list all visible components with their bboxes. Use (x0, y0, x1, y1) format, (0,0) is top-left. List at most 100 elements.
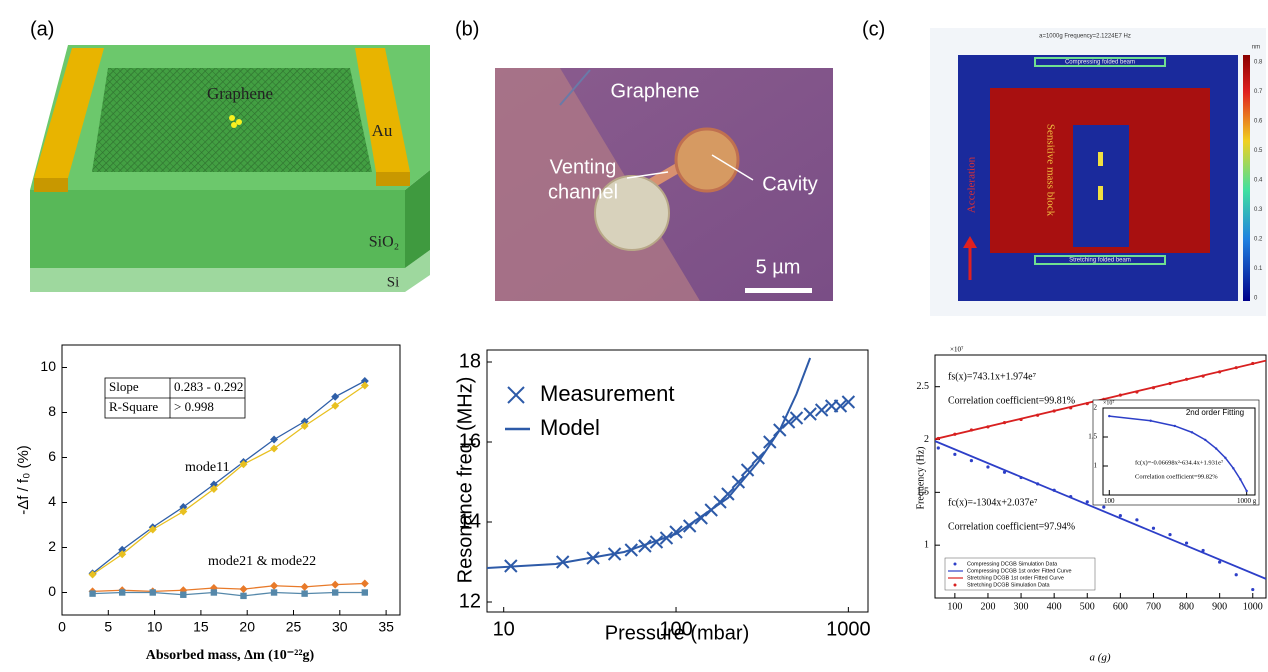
table-cell: Slope (109, 379, 139, 394)
marker (1245, 490, 1247, 492)
marker (986, 425, 989, 428)
x-tick-label: 30 (332, 618, 348, 634)
x-axis-label: a (g) (1089, 652, 1110, 664)
marker (1149, 420, 1151, 422)
label: Graphene (207, 84, 273, 103)
x-tick-label: 300 (1014, 601, 1029, 612)
legend-swatch (508, 387, 524, 403)
y-tick-label: 12 (459, 590, 481, 612)
label: Cavity (762, 173, 818, 195)
colorbar-label: 0.8 (1254, 60, 1263, 66)
x-axis-label: Pressure (mbar) (605, 622, 749, 644)
marker (240, 585, 248, 593)
marker (1152, 386, 1155, 389)
marker (970, 428, 973, 431)
x-tick-label: 200 (980, 601, 995, 612)
marker (804, 408, 816, 420)
panel-label: (b) (455, 18, 479, 40)
annotation: mode11 (185, 460, 230, 475)
marker (1174, 425, 1176, 427)
marker (1224, 457, 1226, 459)
colorbar-label: 0.5 (1254, 148, 1263, 154)
y-tick-label: 2 (1094, 404, 1098, 412)
device-illustration (30, 45, 430, 292)
x-tick-label: 35 (378, 618, 394, 634)
axis-multiplier: ×10⁷ (950, 346, 964, 354)
label: SiO₂ (369, 234, 399, 251)
label: Compressing folded beam (1065, 60, 1135, 66)
page: (a) (b) (c) Graphene Au SiO₂ Si Graphene… (0, 0, 1268, 672)
marker (1086, 500, 1089, 503)
y-tick-label: 1 (924, 539, 929, 550)
colorbar-label: 0.2 (1254, 237, 1263, 243)
figure: (a) (b) (c) Graphene Au SiO₂ Si Graphene… (0, 0, 1268, 667)
x-tick-label: 0 (58, 618, 66, 634)
colorbar-label: 0.3 (1254, 207, 1263, 213)
marker (331, 402, 339, 410)
marker (1152, 527, 1155, 530)
x-tick-label: 100 (947, 601, 962, 612)
x-tick-label: 5 (104, 618, 112, 634)
y-tick-label: 2.5 (917, 381, 930, 392)
annotation: Correlation coefficient=97.94% (948, 521, 1075, 532)
marker (240, 593, 246, 599)
marker (180, 592, 186, 598)
marker (361, 580, 369, 588)
x-tick-label: 25 (286, 618, 302, 634)
x-tick-label: 1000 (1243, 601, 1263, 612)
marker (1102, 506, 1105, 509)
marker (1191, 431, 1193, 433)
marker (1168, 382, 1171, 385)
marker (301, 590, 307, 596)
marker (1069, 406, 1072, 409)
x-tick-label: 1000 (826, 618, 871, 640)
y-tick-label: 6 (48, 448, 56, 464)
label: Si (387, 274, 400, 290)
legend-swatch (954, 563, 957, 566)
marker (1235, 366, 1238, 369)
x-tick-label: 400 (1047, 601, 1062, 612)
marker (1185, 378, 1188, 381)
legend-label: Measurement (540, 381, 675, 406)
marker (937, 446, 940, 449)
series-line (93, 593, 365, 596)
marker (970, 459, 973, 462)
label: Au (372, 121, 393, 140)
marker (331, 581, 339, 589)
annotation: mode21 & mode22 (208, 554, 316, 569)
marker (1108, 415, 1110, 417)
y-axis-label: Frequency (Hz) (915, 446, 926, 509)
marker (1019, 418, 1022, 421)
simulation-image (930, 28, 1266, 316)
label: 5 µm (756, 256, 801, 278)
marker (1204, 439, 1206, 441)
colorbar-label: 0.6 (1254, 119, 1263, 125)
marker (1218, 370, 1221, 373)
marker (270, 582, 278, 590)
marker (1202, 375, 1205, 378)
panel-label: (c) (862, 18, 885, 40)
x-tick-label: 600 (1113, 601, 1128, 612)
marker (89, 590, 95, 596)
marker (332, 589, 338, 595)
colorbar-label: 0.7 (1254, 89, 1263, 95)
legend-swatch (954, 584, 957, 587)
axis-multiplier: ×10⁷ (1103, 400, 1114, 406)
y-axis-label: Resonance freq. (MHz) (454, 377, 476, 584)
marker (119, 589, 125, 595)
label: Venting (550, 156, 617, 178)
marker (1086, 402, 1089, 405)
legend-label: Stretching DCGB Simulation Data (967, 582, 1050, 588)
marker (1239, 478, 1241, 480)
x-tick-label: 800 (1179, 601, 1194, 612)
legend-label: Stretching DCGB 1st order Fitted Curve (967, 575, 1064, 581)
marker (1168, 533, 1171, 536)
label: Acceleration (966, 156, 978, 213)
annotation: Correlation coefficient=99.81% (948, 395, 1075, 406)
marker (1003, 421, 1006, 424)
y-tick-label: 2 (924, 434, 929, 445)
marker (1119, 394, 1122, 397)
chart: 1001000 g11.52×10⁷2nd order Fittingfc(x)… (1088, 400, 1259, 505)
x-axis-label: Absorbed mass, Δm (10⁻²²g) (146, 648, 315, 663)
chart: 10100100012141618Pressure (mbar)Resonanc… (454, 350, 870, 644)
